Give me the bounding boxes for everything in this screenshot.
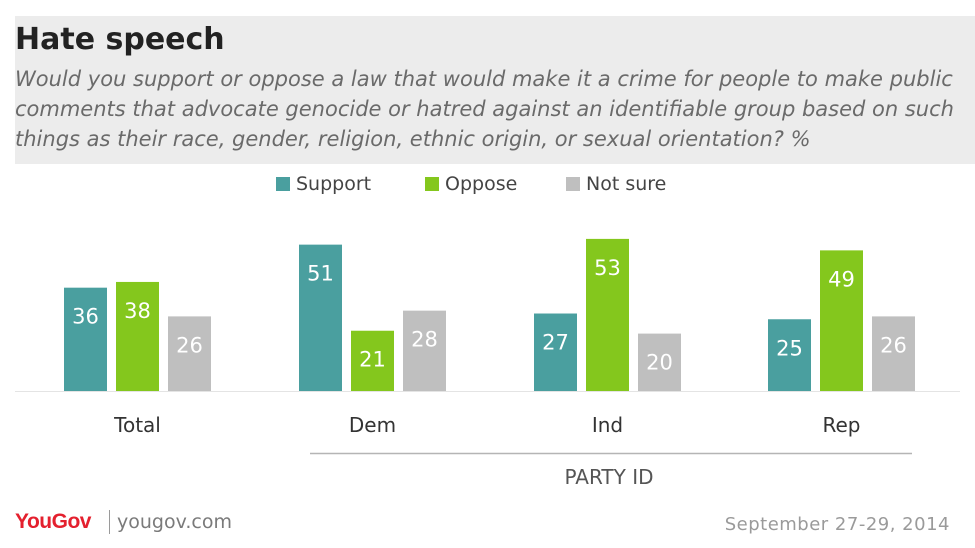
legend-label-oppose: Oppose — [445, 173, 518, 195]
bar-not-sure-rep — [872, 316, 915, 391]
category-label-rep: Rep — [823, 413, 861, 437]
bar-support-dem — [299, 244, 342, 391]
data-label-support-dem: 51 — [307, 262, 334, 286]
data-label-not-sure-rep: 26 — [880, 333, 907, 357]
category-label-total: Total — [113, 413, 161, 437]
legend-swatch-not-sure — [566, 177, 580, 191]
party-id-label: PARTY ID — [565, 465, 654, 489]
data-label-support-total: 36 — [72, 305, 99, 329]
data-label-support-rep: 25 — [776, 336, 803, 360]
chart-subtitle: Would you support or oppose a law that w… — [15, 67, 954, 151]
bar-oppose-dem — [351, 330, 394, 391]
data-label-oppose-total: 38 — [124, 299, 151, 323]
yougov-logo: YouGov — [15, 510, 91, 533]
data-label-support-ind: 27 — [542, 331, 569, 355]
category-label-ind: Ind — [592, 413, 623, 437]
bar-oppose-total — [116, 281, 159, 391]
bar-support-ind — [534, 313, 577, 391]
footer-separator — [109, 510, 110, 534]
legend-label-not-sure: Not sure — [586, 173, 667, 195]
survey-date: September 27-29, 2014 — [724, 514, 950, 535]
bar-not-sure-dem — [403, 310, 446, 391]
header-panel — [15, 16, 975, 164]
legend-swatch-support — [276, 177, 290, 191]
legend-swatch-oppose — [425, 177, 439, 191]
data-label-not-sure-total: 26 — [176, 333, 203, 357]
data-label-not-sure-ind: 20 — [646, 351, 673, 375]
chart-title: Hate speech — [15, 22, 225, 57]
data-label-oppose-rep: 49 — [828, 267, 855, 291]
legend-label-support: Support — [296, 173, 372, 195]
bar-not-sure-total — [168, 316, 211, 391]
bar-oppose-rep — [820, 250, 863, 391]
legend: Support Oppose Not sure — [0, 170, 975, 198]
data-label-oppose-ind: 53 — [594, 256, 621, 280]
category-label-dem: Dem — [349, 413, 396, 437]
bar-not-sure-ind — [638, 333, 681, 391]
footer-site-link[interactable]: yougov.com — [117, 511, 232, 533]
bar-oppose-ind — [586, 238, 629, 391]
bar-support-total — [64, 287, 107, 391]
data-label-not-sure-dem: 28 — [411, 328, 438, 352]
data-label-oppose-dem: 21 — [359, 348, 386, 372]
bar-support-rep — [768, 319, 811, 391]
